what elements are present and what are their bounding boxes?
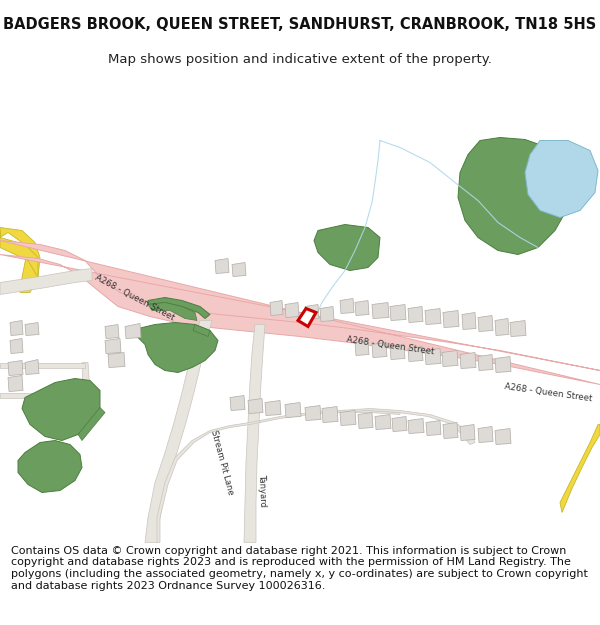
Polygon shape xyxy=(10,339,23,354)
Text: A268 - Queen Street: A268 - Queen Street xyxy=(503,382,592,403)
Polygon shape xyxy=(8,376,23,391)
Polygon shape xyxy=(305,406,321,421)
Polygon shape xyxy=(105,324,119,339)
Polygon shape xyxy=(320,306,334,321)
Polygon shape xyxy=(265,401,281,416)
Polygon shape xyxy=(18,441,82,493)
Polygon shape xyxy=(25,359,39,374)
Polygon shape xyxy=(244,324,265,542)
Polygon shape xyxy=(25,322,39,336)
Polygon shape xyxy=(305,304,319,319)
Polygon shape xyxy=(443,311,459,328)
Polygon shape xyxy=(458,138,572,254)
Polygon shape xyxy=(232,262,246,276)
Polygon shape xyxy=(215,259,229,274)
Polygon shape xyxy=(355,301,369,316)
Polygon shape xyxy=(525,141,598,218)
Polygon shape xyxy=(358,412,373,429)
Polygon shape xyxy=(125,324,141,339)
Polygon shape xyxy=(478,354,493,371)
Polygon shape xyxy=(408,419,424,434)
Polygon shape xyxy=(460,352,476,369)
Polygon shape xyxy=(408,306,423,322)
Polygon shape xyxy=(408,346,423,361)
Polygon shape xyxy=(105,339,121,354)
Polygon shape xyxy=(392,416,407,431)
Text: Stream Pit Lane: Stream Pit Lane xyxy=(209,429,235,496)
Polygon shape xyxy=(148,302,197,321)
Text: A268 - Queen Street: A268 - Queen Street xyxy=(94,272,176,322)
Polygon shape xyxy=(340,411,356,426)
Polygon shape xyxy=(442,351,458,366)
Polygon shape xyxy=(22,379,100,441)
Text: Map shows position and indicative extent of the property.: Map shows position and indicative extent… xyxy=(108,53,492,66)
Polygon shape xyxy=(372,302,389,319)
Polygon shape xyxy=(478,316,493,331)
Polygon shape xyxy=(145,321,212,542)
Polygon shape xyxy=(298,309,316,326)
Polygon shape xyxy=(230,396,245,411)
Text: BADGERS BROOK, QUEEN STREET, SANDHURST, CRANBROOK, TN18 5HS: BADGERS BROOK, QUEEN STREET, SANDHURST, … xyxy=(4,18,596,32)
Text: Tanyard: Tanyard xyxy=(257,474,267,507)
Polygon shape xyxy=(510,321,526,336)
Polygon shape xyxy=(340,299,354,314)
Polygon shape xyxy=(0,228,40,292)
Polygon shape xyxy=(0,241,600,384)
Polygon shape xyxy=(270,301,283,316)
Text: A268 - Queen Street: A268 - Queen Street xyxy=(346,335,434,356)
Polygon shape xyxy=(0,392,85,398)
Polygon shape xyxy=(193,324,210,336)
Polygon shape xyxy=(130,322,218,372)
Polygon shape xyxy=(495,356,511,372)
Polygon shape xyxy=(314,224,380,271)
Polygon shape xyxy=(372,342,387,357)
Polygon shape xyxy=(148,298,210,319)
Polygon shape xyxy=(340,409,475,444)
Polygon shape xyxy=(0,362,85,368)
Polygon shape xyxy=(322,406,338,422)
Polygon shape xyxy=(355,341,369,356)
Polygon shape xyxy=(82,362,90,423)
Polygon shape xyxy=(390,344,405,359)
Polygon shape xyxy=(478,426,493,442)
Polygon shape xyxy=(495,429,511,444)
Polygon shape xyxy=(285,302,299,318)
Polygon shape xyxy=(425,309,441,324)
Polygon shape xyxy=(157,421,260,542)
Polygon shape xyxy=(495,319,509,336)
Polygon shape xyxy=(0,269,92,294)
Polygon shape xyxy=(10,321,23,336)
Polygon shape xyxy=(285,402,301,418)
Polygon shape xyxy=(425,349,441,364)
Polygon shape xyxy=(375,414,391,429)
Polygon shape xyxy=(390,304,406,321)
Polygon shape xyxy=(443,422,458,439)
Polygon shape xyxy=(560,424,600,512)
Polygon shape xyxy=(426,421,441,436)
Polygon shape xyxy=(248,399,263,414)
Polygon shape xyxy=(0,231,38,278)
Polygon shape xyxy=(8,361,23,376)
Polygon shape xyxy=(460,424,475,441)
Polygon shape xyxy=(462,312,476,329)
Text: Contains OS data © Crown copyright and database right 2021. This information is : Contains OS data © Crown copyright and d… xyxy=(11,546,587,591)
Polygon shape xyxy=(108,352,125,367)
Polygon shape xyxy=(260,411,400,422)
Polygon shape xyxy=(78,408,105,441)
